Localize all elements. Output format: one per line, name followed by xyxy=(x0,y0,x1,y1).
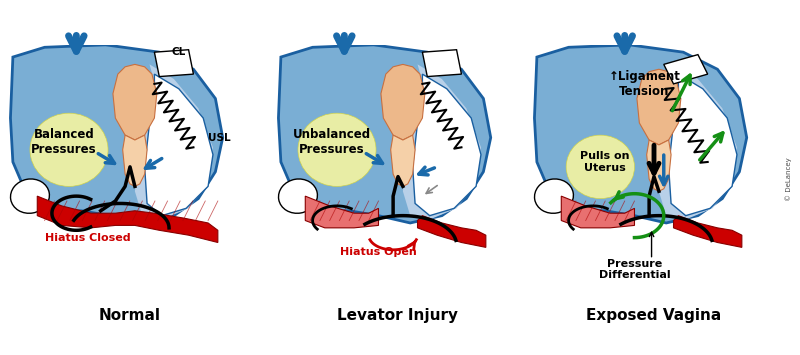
Polygon shape xyxy=(278,45,490,223)
Text: CL: CL xyxy=(172,47,186,57)
Polygon shape xyxy=(534,45,746,223)
Polygon shape xyxy=(637,69,681,145)
Text: Balanced
Pressures: Balanced Pressures xyxy=(31,129,97,157)
Ellipse shape xyxy=(566,135,634,198)
Polygon shape xyxy=(154,50,194,77)
Text: Exposed Vagina: Exposed Vagina xyxy=(586,308,722,323)
Polygon shape xyxy=(38,196,218,242)
Polygon shape xyxy=(659,64,737,220)
Ellipse shape xyxy=(534,179,574,213)
Polygon shape xyxy=(562,196,634,228)
Text: Levator Injury: Levator Injury xyxy=(338,308,458,323)
Text: Pulls on
Uterus: Pulls on Uterus xyxy=(581,151,630,173)
Polygon shape xyxy=(145,74,213,215)
Ellipse shape xyxy=(298,113,376,186)
Ellipse shape xyxy=(10,179,50,213)
Polygon shape xyxy=(674,215,742,247)
Ellipse shape xyxy=(278,179,318,213)
Text: Hiatus Closed: Hiatus Closed xyxy=(45,233,130,242)
Polygon shape xyxy=(403,64,481,220)
Ellipse shape xyxy=(30,113,108,186)
Polygon shape xyxy=(418,215,486,247)
Text: USL: USL xyxy=(208,132,230,143)
Text: ↑Ligament
Tension: ↑Ligament Tension xyxy=(608,70,680,98)
Polygon shape xyxy=(664,55,708,84)
Polygon shape xyxy=(306,196,378,228)
Polygon shape xyxy=(646,140,671,191)
Polygon shape xyxy=(669,74,737,215)
Polygon shape xyxy=(381,64,425,140)
Text: Normal: Normal xyxy=(99,308,161,323)
Polygon shape xyxy=(10,45,222,223)
Polygon shape xyxy=(135,64,213,220)
Polygon shape xyxy=(113,64,157,140)
Text: Hiatus Open: Hiatus Open xyxy=(340,247,417,257)
Text: Unbalanced
Pressures: Unbalanced Pressures xyxy=(293,129,371,157)
Polygon shape xyxy=(390,135,415,186)
Polygon shape xyxy=(422,50,462,77)
Text: Pressure
Differential: Pressure Differential xyxy=(598,258,670,280)
Polygon shape xyxy=(122,135,147,186)
Text: © DeLancey: © DeLancey xyxy=(785,157,791,201)
Polygon shape xyxy=(413,74,481,215)
